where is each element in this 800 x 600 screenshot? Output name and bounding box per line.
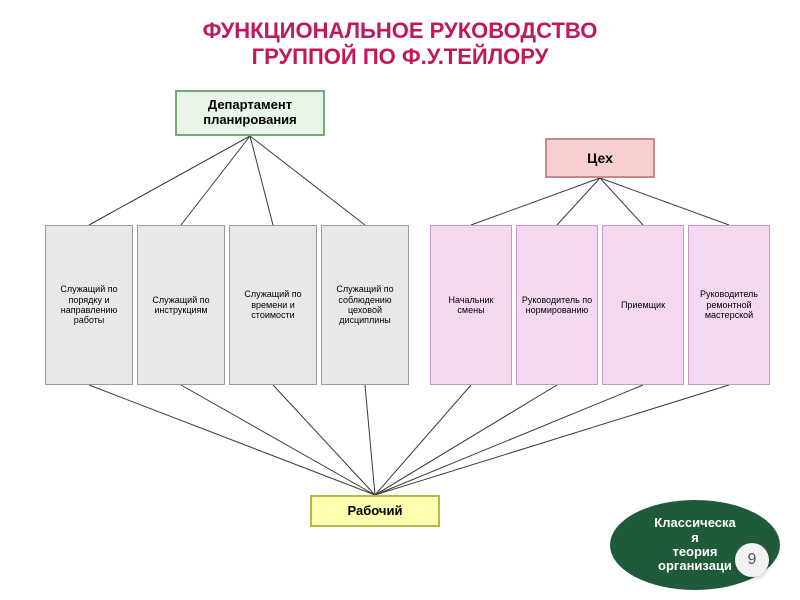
node-r3: Приемщик [602,225,684,385]
node-l4: Служащий по соблюдению цеховой дисциплин… [321,225,409,385]
node-dept: Департамент планирования [175,90,325,136]
node-l3: Служащий по времени и стоимости [229,225,317,385]
page-number: 9 [735,543,769,577]
node-r1: Начальник смены [430,225,512,385]
node-r4: Руководитель ремонтной мастерской [688,225,770,385]
node-l2: Служащий по инструкциям [137,225,225,385]
diagram-stage: ФУНКЦИОНАЛЬНОЕ РУКОВОДСТВО ГРУППОЙ ПО Ф.… [0,0,800,600]
node-l1: Служащий по порядку и направлению работы [45,225,133,385]
node-r2: Руководитель по нормированию [516,225,598,385]
diagram-title: ФУНКЦИОНАЛЬНОЕ РУКОВОДСТВО ГРУППОЙ ПО Ф.… [80,18,720,70]
node-worker: Рабочий [310,495,440,527]
node-shop: Цех [545,138,655,178]
